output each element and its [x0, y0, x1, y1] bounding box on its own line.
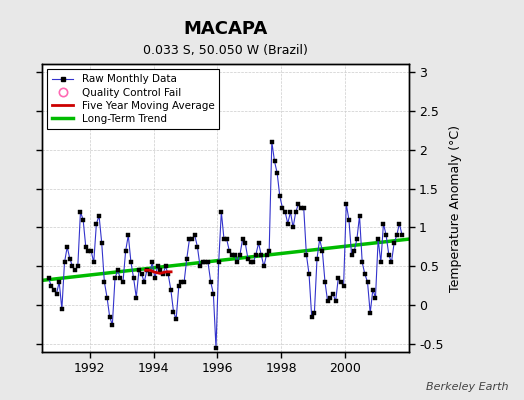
Text: Berkeley Earth: Berkeley Earth: [426, 382, 508, 392]
Text: MACAPA: MACAPA: [183, 20, 267, 38]
Legend: Raw Monthly Data, Quality Control Fail, Five Year Moving Average, Long-Term Tren: Raw Monthly Data, Quality Control Fail, …: [47, 69, 220, 129]
Text: 0.033 S, 50.050 W (Brazil): 0.033 S, 50.050 W (Brazil): [143, 44, 308, 57]
Y-axis label: Temperature Anomaly (°C): Temperature Anomaly (°C): [449, 124, 462, 292]
